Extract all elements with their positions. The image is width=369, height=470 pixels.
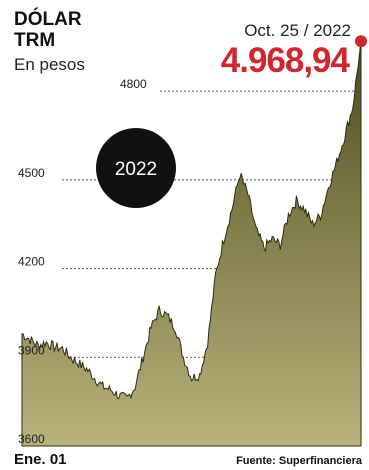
- y-tick-label-3600: 3600: [18, 432, 45, 446]
- chart-title-line-2: TRM: [14, 30, 55, 51]
- y-tick-label-3900: 3900: [18, 343, 45, 357]
- y-tick-label-4800: 4800: [120, 77, 147, 91]
- source-label: Fuente: Superfinanciera: [236, 455, 363, 467]
- y-axis-ticks: 3600 3900 4200 4500 4800: [18, 77, 147, 446]
- y-tick-label-4500: 4500: [18, 166, 45, 180]
- chart-subtitle: En pesos: [14, 55, 85, 74]
- last-point-marker: [355, 35, 367, 48]
- year-badge-label: 2022: [115, 159, 157, 180]
- y-tick-label-4200: 4200: [18, 255, 45, 269]
- chart-title-line-1: DÓLAR: [14, 8, 82, 30]
- last-date-label: Oct. 25 / 2022: [244, 21, 351, 40]
- year-badge: [96, 128, 176, 208]
- last-value-label: 4.968,94: [221, 41, 351, 80]
- series-area: [21, 41, 362, 447]
- x-start-label: Ene. 01: [14, 451, 67, 468]
